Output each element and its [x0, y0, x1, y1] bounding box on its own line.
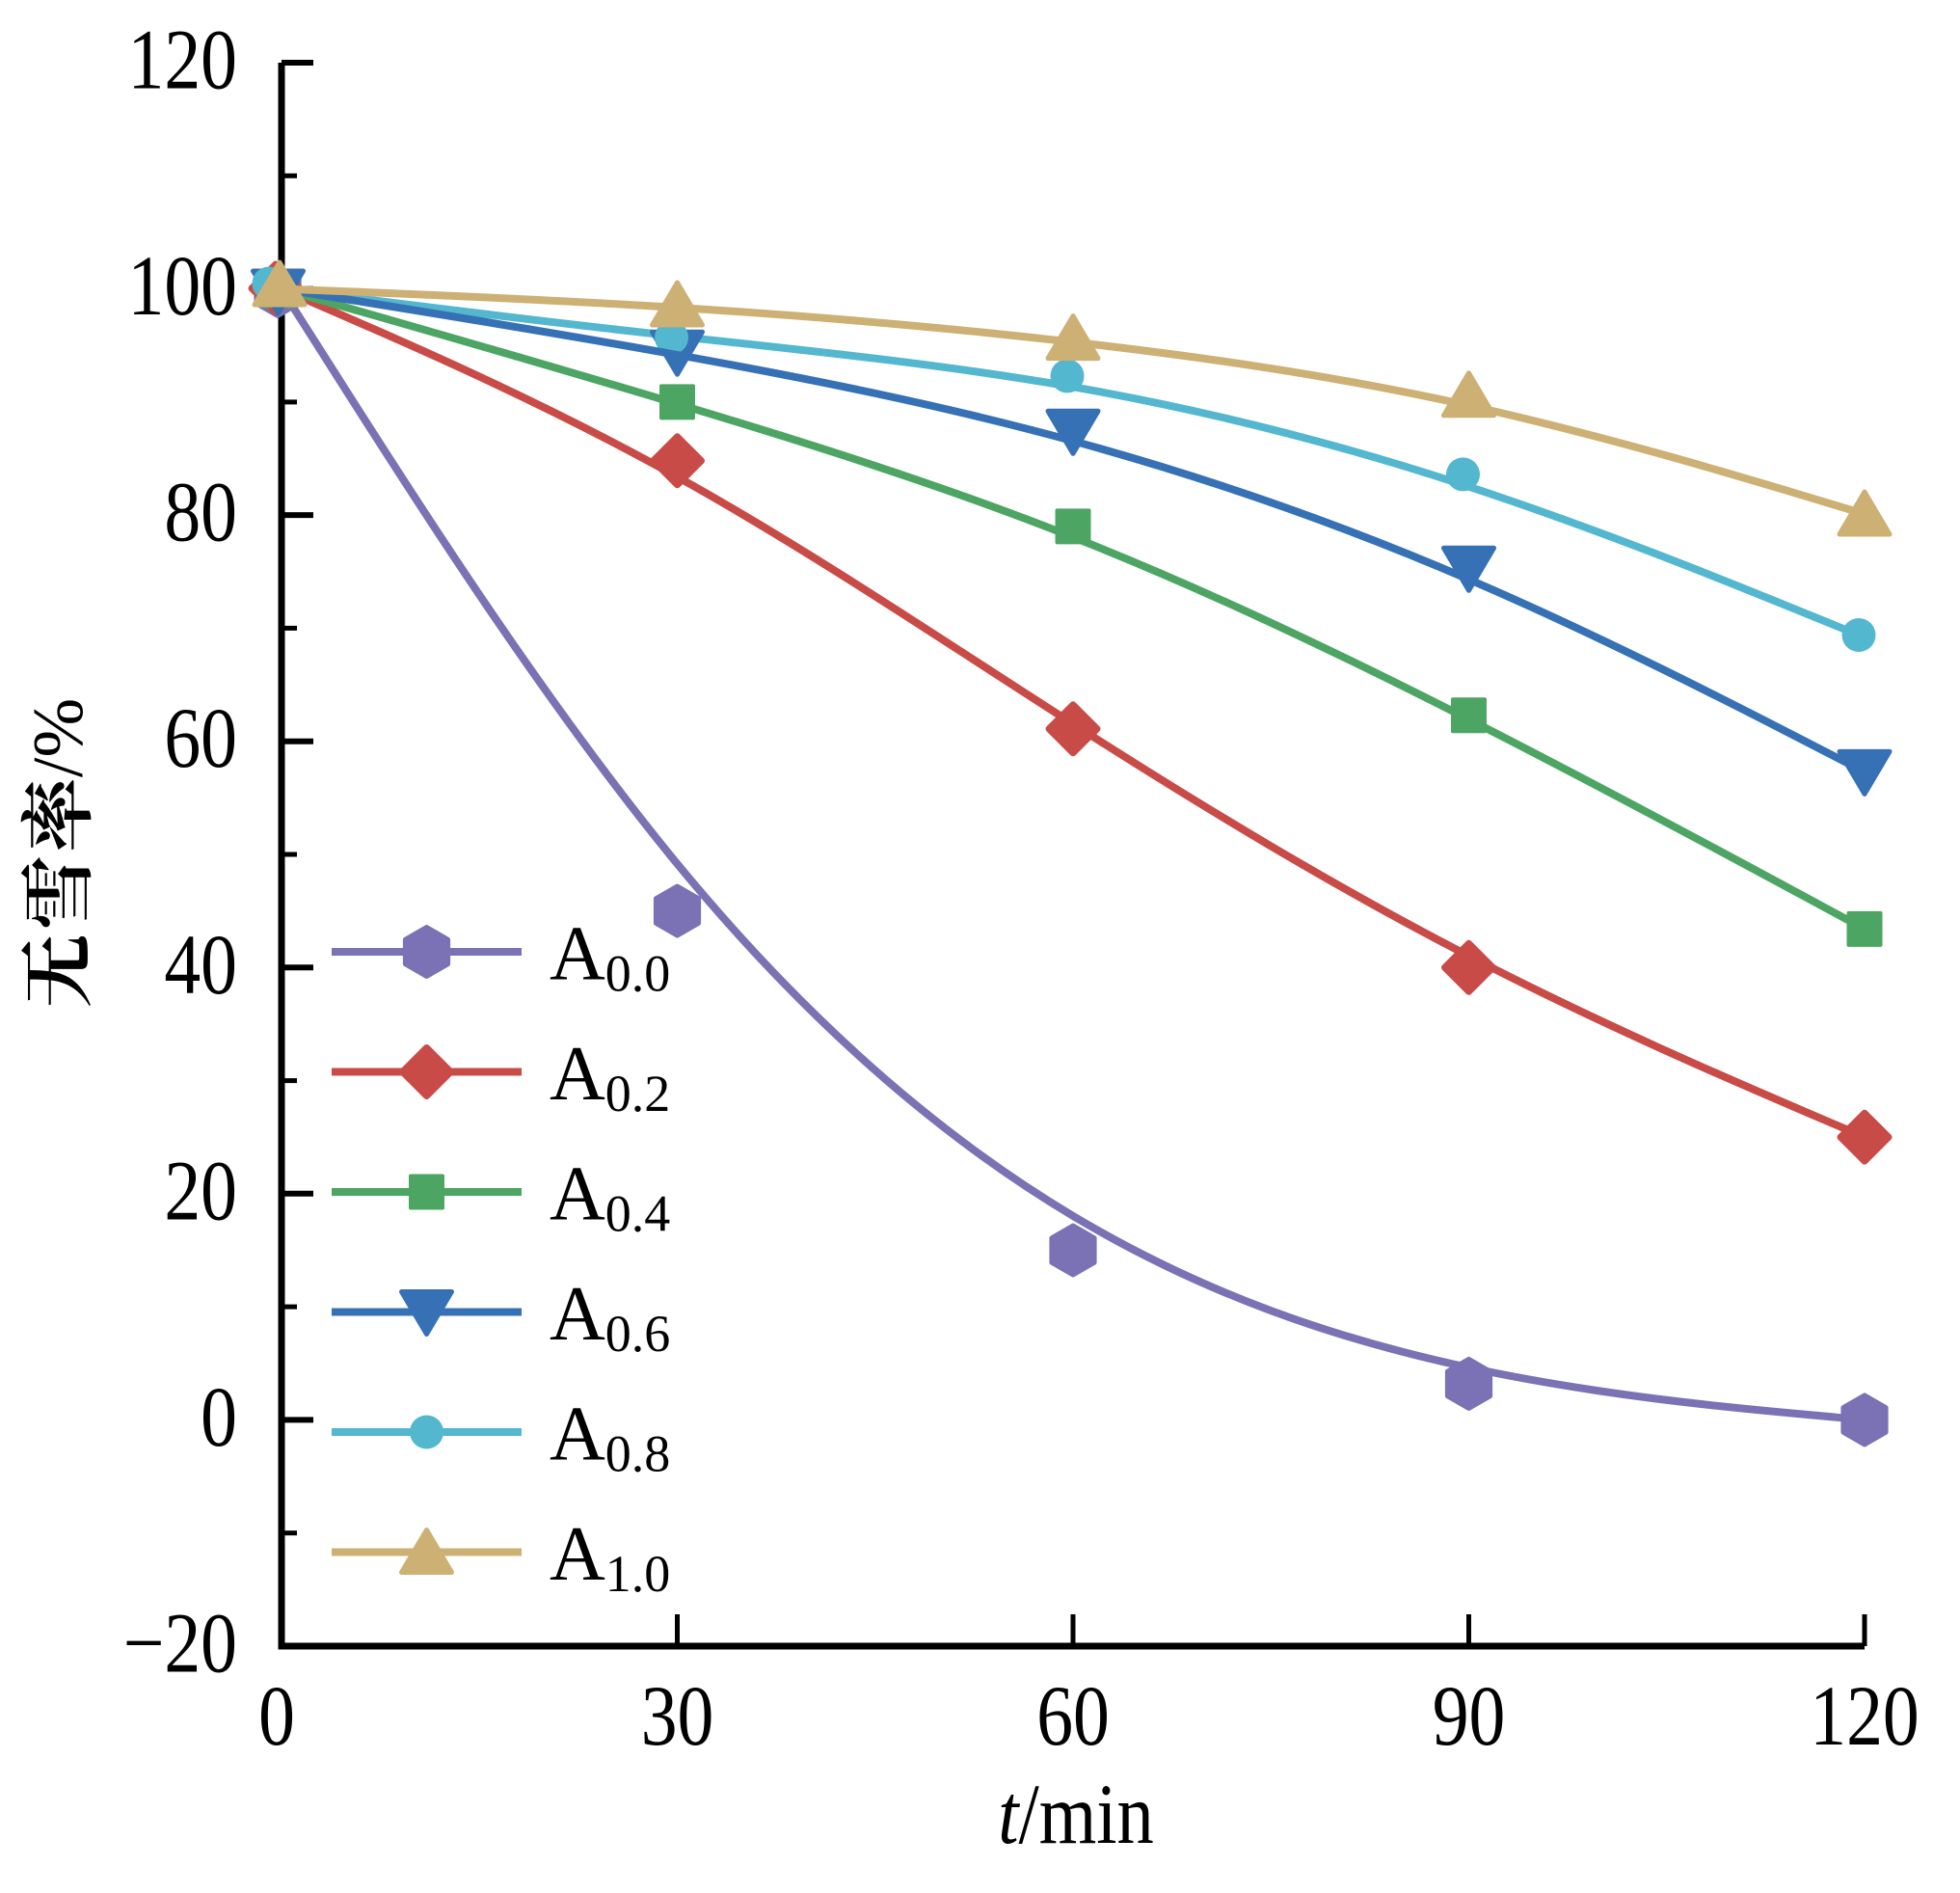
- svg-text:t/min: t/min: [998, 1767, 1154, 1862]
- svg-text:/%: /%: [19, 698, 98, 777]
- svg-text:120: 120: [128, 12, 237, 107]
- svg-text:60: 60: [164, 690, 237, 785]
- svg-text:40: 40: [164, 916, 237, 1012]
- svg-text:0: 0: [258, 1667, 295, 1763]
- svg-text:120: 120: [1810, 1667, 1919, 1763]
- svg-text:20: 20: [164, 1143, 237, 1238]
- svg-text:−20: −20: [123, 1595, 237, 1690]
- svg-text:60: 60: [1036, 1667, 1110, 1763]
- svg-text:0: 0: [201, 1368, 237, 1464]
- svg-text:90: 90: [1433, 1667, 1506, 1763]
- svg-text:100: 100: [128, 237, 237, 333]
- svg-text:80: 80: [164, 464, 237, 559]
- svg-text:30: 30: [641, 1667, 714, 1763]
